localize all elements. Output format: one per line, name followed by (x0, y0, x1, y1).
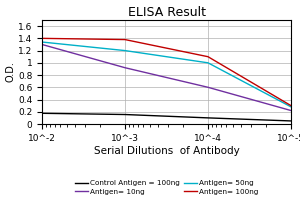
Antigen= 100ng (289, 104, 293, 107)
Antigen= 100ng (123, 38, 127, 41)
Antigen= 100ng (206, 56, 210, 58)
Antigen= 100ng (40, 37, 44, 40)
Line: Control Antigen = 100ng: Control Antigen = 100ng (42, 113, 291, 121)
Antigen= 50ng (206, 62, 210, 64)
Control Antigen = 100ng (123, 113, 127, 116)
Line: Antigen= 100ng: Antigen= 100ng (42, 38, 291, 106)
Legend: Control Antigen = 100ng, Antigen= 10ng, Antigen= 50ng, Antigen= 100ng: Control Antigen = 100ng, Antigen= 10ng, … (72, 178, 261, 198)
Title: ELISA Result: ELISA Result (128, 6, 206, 19)
Antigen= 50ng (123, 49, 127, 52)
Antigen= 10ng (123, 67, 127, 69)
Antigen= 10ng (206, 86, 210, 88)
Antigen= 50ng (40, 41, 44, 43)
Antigen= 50ng (289, 106, 293, 108)
Line: Antigen= 50ng: Antigen= 50ng (42, 42, 291, 107)
Antigen= 10ng (40, 43, 44, 46)
Line: Antigen= 10ng: Antigen= 10ng (42, 44, 291, 111)
Y-axis label: O.D.: O.D. (5, 62, 15, 82)
Control Antigen = 100ng (289, 120, 293, 122)
Control Antigen = 100ng (40, 112, 44, 114)
X-axis label: Serial Dilutions  of Antibody: Serial Dilutions of Antibody (94, 146, 239, 156)
Control Antigen = 100ng (206, 117, 210, 119)
Antigen= 10ng (289, 109, 293, 112)
